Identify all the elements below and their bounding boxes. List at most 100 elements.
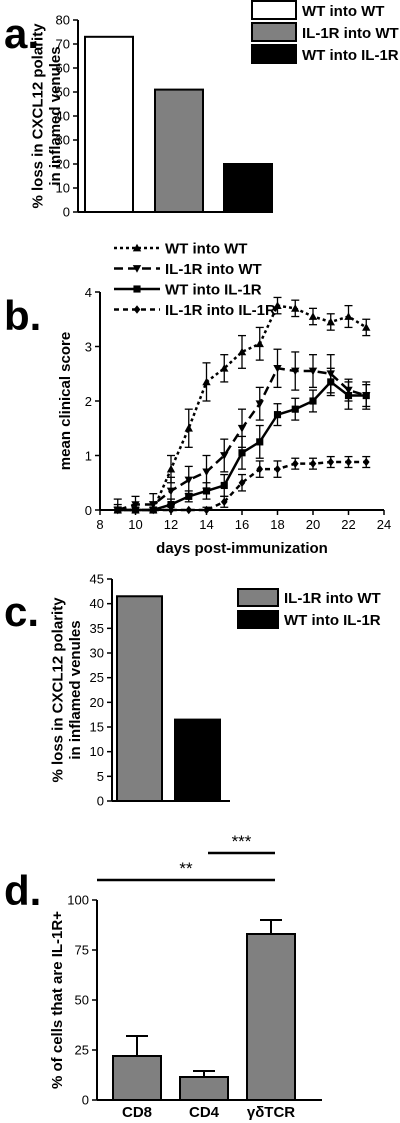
b-point [291, 459, 299, 468]
c-y-tick-label: 25 [90, 670, 104, 685]
b-point [202, 468, 211, 477]
b-point [149, 501, 158, 509]
c-y-axis-label: % loss in CXCL12 polarityin inflamed ven… [50, 597, 84, 783]
b-legend-marker [132, 265, 142, 273]
a-bar [84, 35, 134, 213]
a-legend-swatch [251, 22, 297, 42]
b-legend-label: IL-1R into IL-1R [165, 302, 276, 319]
b-point [220, 364, 229, 372]
b-point [362, 323, 371, 331]
d-x-tick-label: CD4 [189, 1104, 220, 1121]
chart-c: 0 5 10 15 20 25 30 35 40 45 % loss in CXCL12 polar… [50, 572, 381, 809]
b-point [326, 317, 335, 326]
a-y-tick-label: 10 [56, 181, 70, 196]
c-y-tick-label: 0 [97, 794, 104, 809]
a-y-tick-label: 20 [56, 157, 70, 172]
a-y-tick-label: 0 [63, 205, 70, 220]
b-point [344, 312, 353, 320]
b-point [291, 304, 300, 312]
c-y-tick-label: 10 [90, 744, 104, 759]
b-x-tick-label: 18 [270, 517, 284, 532]
c-bar [116, 595, 163, 802]
d-significance-label: ** [179, 859, 193, 878]
d-y-tick-label: 50 [75, 993, 89, 1008]
c-y-tick-label: 5 [97, 769, 104, 784]
b-point [308, 312, 318, 320]
a-legend-swatch [251, 44, 297, 64]
c-y-axis-label-line: % loss in CXCL12 polarity [50, 597, 67, 783]
chart-d: 0 25 50 75 100 CD8 CD4 γδTCR % of cells that are… [49, 832, 322, 1121]
b-x-tick-label: 20 [306, 517, 320, 532]
b-y-tick-label: 0 [85, 503, 92, 518]
b-point [291, 405, 299, 413]
b-series-line [117, 304, 367, 512]
b-point [149, 505, 157, 515]
b-y-axis-label: mean clinical score [57, 332, 74, 470]
d-y-tick-label: 100 [67, 893, 89, 908]
panel-letter-b: b. [4, 292, 41, 339]
c-y-tick-label: 45 [90, 572, 104, 587]
b-point [309, 397, 317, 405]
b-point [185, 492, 193, 500]
b-point [255, 339, 264, 348]
b-point [220, 481, 228, 490]
d-x-tick-label: CD8 [122, 1104, 152, 1121]
b-point [309, 459, 317, 468]
b-point [114, 505, 122, 515]
b-x-tick-label: 24 [377, 517, 391, 532]
b-point [273, 411, 282, 419]
c-legend-swatch [237, 610, 279, 629]
d-bar [246, 933, 296, 1101]
a-y-tick-label: 70 [56, 37, 70, 52]
b-x-tick-label: 22 [341, 517, 355, 532]
b-point [362, 391, 370, 400]
panel-letter-d: d. [4, 867, 41, 914]
b-point [237, 424, 247, 433]
b-point [291, 367, 300, 376]
a-y-tick-label: 30 [56, 133, 70, 148]
a-y-axis-label: % loss in CXCL12 polarityin inflamed ven… [30, 23, 64, 209]
b-x-tick-label: 10 [128, 517, 142, 532]
b-point [167, 505, 175, 515]
b-point [220, 452, 229, 460]
b-point [185, 505, 193, 515]
c-bar [174, 718, 221, 802]
d-y-tick-label: 75 [75, 943, 89, 958]
b-point [308, 367, 318, 376]
b-x-tick-label: 8 [96, 517, 103, 532]
b-point [184, 424, 193, 432]
b-y-tick-label: 1 [85, 449, 92, 464]
b-legend-label: IL-1R into WT [165, 261, 262, 278]
c-y-tick-label: 20 [90, 695, 104, 710]
b-point [256, 438, 264, 446]
b-point [166, 464, 176, 473]
panel-letter-c: c. [4, 588, 39, 635]
d-bar [112, 1055, 162, 1101]
c-legend-label: IL-1R into WT [284, 590, 381, 607]
b-point [327, 378, 335, 386]
d-x-tick-label: γδTCR [247, 1104, 295, 1121]
b-legend-marker [133, 305, 141, 314]
b-point [238, 449, 246, 457]
b-point [166, 487, 176, 496]
b-x-tick-label: 14 [199, 517, 213, 532]
b-point [274, 464, 281, 474]
a-legend-label: WT into WT [302, 3, 384, 20]
b-point [273, 301, 282, 309]
a-y-axis-label-line: in inflamed venules [47, 46, 64, 185]
b-point [256, 464, 264, 474]
b-y-tick-label: 3 [85, 340, 92, 355]
b-point [203, 505, 210, 515]
b-point [238, 478, 246, 487]
b-x-tick-label: 12 [164, 517, 178, 532]
b-point [202, 377, 211, 386]
b-point [132, 505, 139, 515]
b-y-tick-label: 4 [85, 285, 92, 300]
b-legend-marker [133, 285, 141, 293]
b-x-tick-label: 16 [235, 517, 249, 532]
b-legend-label: WT into IL-1R [165, 282, 262, 299]
b-x-axis-label: days post-immunization [156, 540, 328, 557]
c-y-axis-label-line: in inflamed venules [67, 620, 84, 759]
